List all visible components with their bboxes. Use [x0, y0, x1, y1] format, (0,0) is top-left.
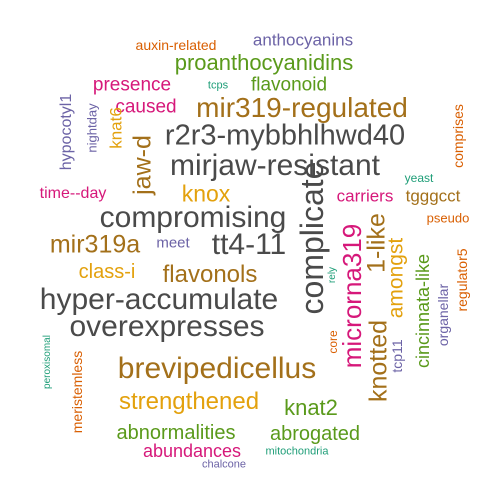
- word-flavonols: flavonols: [162, 261, 258, 288]
- word-compromising: compromising: [99, 201, 287, 234]
- word-amongst: amongst: [384, 237, 408, 319]
- word-knat2: knat2: [284, 395, 338, 420]
- word-rely: rely: [327, 266, 338, 284]
- word-hypocotyl1: hypocotyl1: [58, 93, 75, 171]
- word-abnormalities: abnormalities: [116, 422, 236, 444]
- word-tcp11: tcp11: [389, 339, 405, 373]
- word-meet: meet: [156, 234, 190, 252]
- word-anthocyanins: anthocyanins: [252, 30, 354, 50]
- word-class-i: class-i: [78, 261, 136, 283]
- word-core: core: [326, 330, 340, 354]
- word-overexpresses: overexpresses: [69, 310, 265, 343]
- word-tt4-11: tt4-11: [211, 228, 287, 261]
- word-mir319-regulated: mir319-regulated: [196, 92, 408, 123]
- word-microrna319: microrna319: [337, 223, 367, 369]
- word-presence: presence: [92, 74, 172, 96]
- word-chalcone: chalcone: [201, 458, 247, 471]
- word-abrogated: abrogated: [269, 423, 361, 445]
- word-meristemless: meristemless: [69, 350, 85, 434]
- word-abundances: abundances: [142, 441, 242, 461]
- word-tcps: tcps: [207, 79, 229, 92]
- word-time--day: time--day: [39, 185, 107, 202]
- word-mitochondria: mitochondria: [265, 445, 329, 458]
- word-flavonoid: flavonoid: [250, 74, 328, 96]
- word-proanthocyanidins: proanthocyanidins: [174, 50, 354, 75]
- word-carriers: carriers: [336, 186, 394, 206]
- word-organellar: organellar: [435, 283, 451, 347]
- word-pseudo: pseudo: [426, 210, 470, 226]
- word-tgggcct: tgggcct: [405, 186, 461, 206]
- word-nightday: nightday: [84, 103, 100, 153]
- word-r2r3-mybbhlhwd40: r2r3-mybbhlhwd40: [164, 119, 406, 152]
- word-cincinnata-like: cincinnata-like: [413, 253, 433, 369]
- word-knotted: knotted: [364, 319, 393, 403]
- word-complicate: complicate: [294, 161, 330, 315]
- word-knox: knox: [181, 180, 231, 207]
- word-caused: caused: [115, 96, 177, 118]
- word-strengthened: strengthened: [118, 388, 260, 415]
- word-knat6: knat6: [106, 107, 126, 149]
- word-hyper-accumulate: hyper-accumulate: [39, 283, 279, 316]
- word-comprises: comprises: [450, 104, 466, 168]
- word-yeast: yeast: [404, 171, 434, 185]
- word-mir319a: mir319a: [49, 230, 141, 259]
- word-auxin-related: auxin-related: [135, 37, 217, 53]
- word-regulator5: regulator5: [454, 248, 470, 312]
- word-mirjaw-resistant: mirjaw-resistant: [169, 149, 381, 182]
- word-peroxisomal: peroxisomal: [42, 335, 53, 389]
- word-brevipedicellus: brevipedicellus: [117, 352, 317, 385]
- word-jaw-d: jaw-d: [128, 135, 157, 195]
